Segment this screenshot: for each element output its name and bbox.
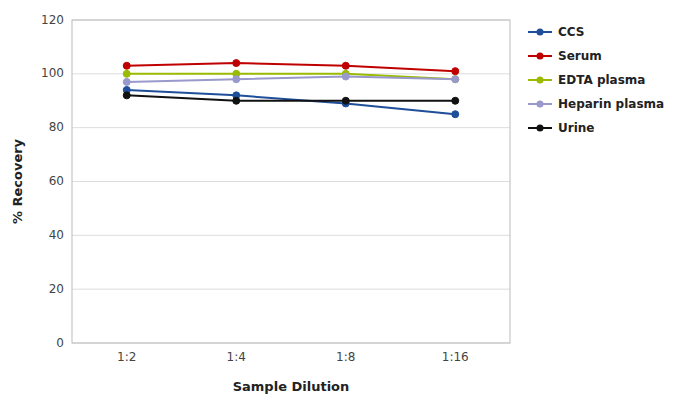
legend: CCS Serum EDTA plasma Heparin plasma Urine [528,25,664,135]
y-tick-label: 40 [49,228,64,242]
series-marker [342,97,349,104]
x-tick-label: 1:4 [227,350,246,364]
legend-marker [537,125,544,132]
grid-line [72,127,510,128]
chart-container: 0 20 40 60 80 100 120 1:2 1:4 1:8 1:16 Sample Dilut… [0,0,694,405]
series-marker [123,92,130,99]
chart-svg: 0 20 40 60 80 100 120 1:2 1:4 1:8 1:16 Sample Dilut… [0,0,694,405]
series-marker [342,62,349,69]
y-tick-label: 20 [49,282,64,296]
series-line [127,77,456,82]
series-marker [452,111,459,118]
series-marker [123,62,130,69]
legend-label: Urine [558,121,594,135]
series-marker [123,70,130,77]
y-axis-label: % Recovery [10,138,25,224]
plot-frame [72,20,510,343]
legend-label: CCS [558,25,584,39]
y-tick-label: 60 [49,174,64,188]
legend-label: Heparin plasma [558,97,664,111]
series-marker [452,76,459,83]
legend-label: EDTA plasma [558,73,645,87]
series-marker [452,68,459,75]
grid-line [72,181,510,182]
legend-marker [537,101,544,108]
x-tick-label: 1:8 [336,350,355,364]
series-marker [233,60,240,67]
series-group [123,60,459,118]
legend-marker [537,53,544,60]
grid-line [72,235,510,236]
series-marker [452,97,459,104]
y-tick-label: 0 [56,336,64,350]
series-marker [233,76,240,83]
x-tick-label: 1:16 [442,350,469,364]
y-tick-label: 100 [41,66,64,80]
series-line [127,95,456,100]
y-tick-label: 80 [49,120,64,134]
x-tick-label: 1:2 [117,350,136,364]
x-axis-label: Sample Dilution [233,379,350,394]
legend-marker [537,77,544,84]
series-marker [342,73,349,80]
series-line [127,63,456,71]
legend-marker [537,29,544,36]
series-line [127,90,456,114]
y-tick-label: 120 [41,13,64,27]
series-marker [123,78,130,85]
series-marker [452,76,459,83]
grid [72,20,510,343]
legend-label: Serum [558,49,602,63]
series-marker [233,97,240,104]
grid-line [72,289,510,290]
